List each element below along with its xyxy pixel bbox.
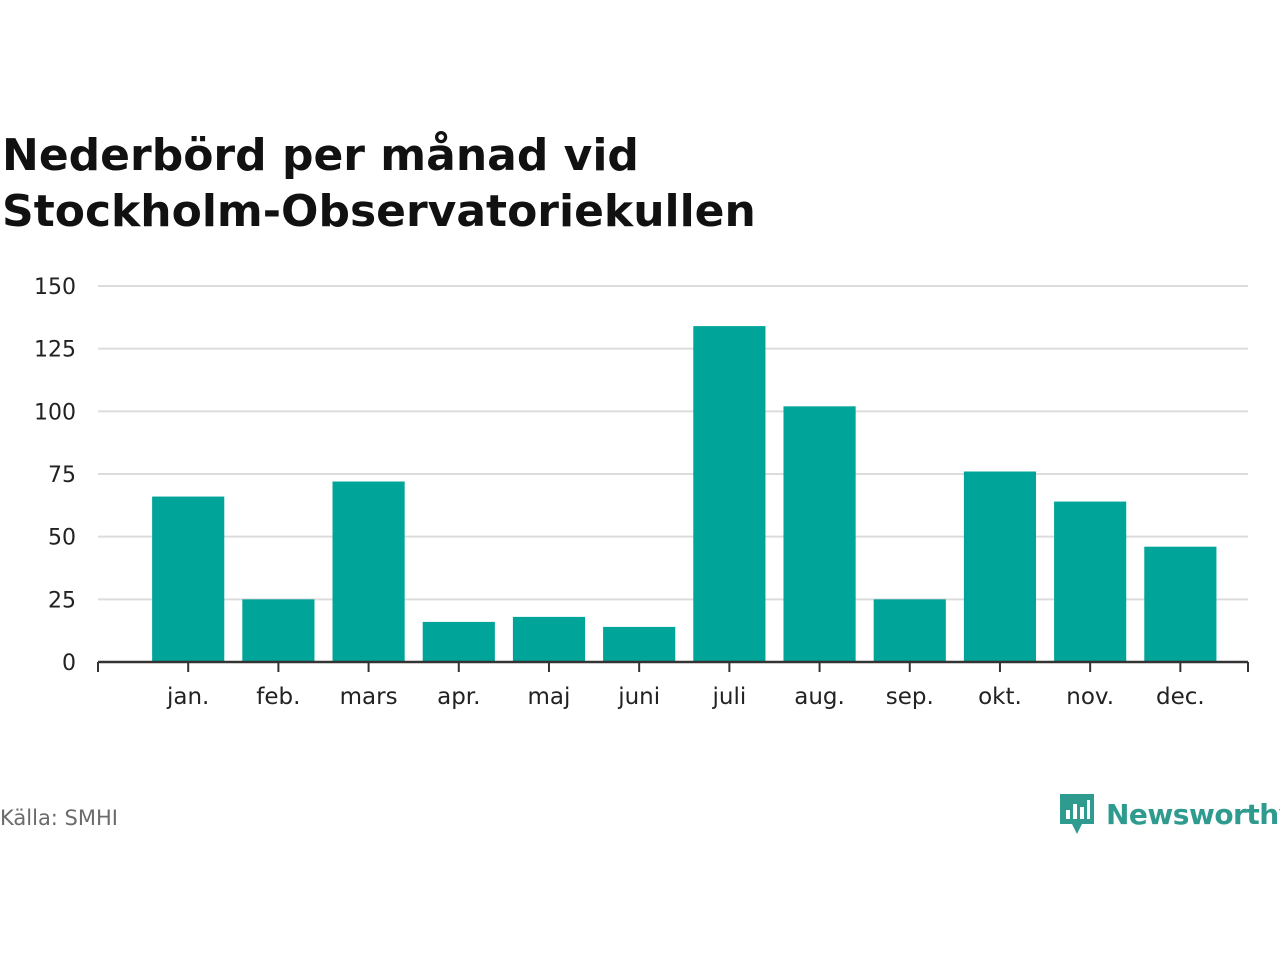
y-tick-label: 100	[34, 400, 76, 425]
chart-title-line-1: Nederbörd per månad vid	[2, 130, 639, 181]
x-tick-label: feb.	[256, 684, 300, 710]
x-tick-label: apr.	[437, 684, 480, 710]
bar-6	[603, 626, 676, 662]
x-tick-label: maj	[528, 684, 571, 710]
bars	[152, 326, 1217, 662]
bar-7	[693, 326, 766, 662]
x-tick-label: jan.	[166, 684, 209, 710]
y-tick-label: 125	[34, 338, 76, 363]
bar-1	[152, 496, 225, 662]
y-tick-label: 50	[48, 526, 76, 551]
x-tick-label: sep.	[886, 684, 934, 710]
bar-12	[1144, 546, 1217, 662]
bar-3	[332, 481, 405, 662]
x-axis	[97, 660, 1249, 672]
x-tick-label: mars	[340, 684, 398, 710]
x-tick-label: juli	[711, 684, 746, 710]
y-axis-ticks: 0 25 50 75 100 125 150	[34, 275, 76, 676]
bar-5	[512, 616, 586, 662]
y-tick-label: 0	[62, 651, 76, 676]
chart-title: Nederbörd per månad vid Stockholm-Observ…	[2, 128, 1002, 240]
x-axis-ticks: jan. feb. mars apr. maj juni juli aug. sep. okt. n…	[166, 662, 1205, 710]
x-tick-label: dec.	[1156, 684, 1205, 710]
y-tick-label: 25	[48, 588, 76, 613]
brand-logo-block[interactable]: Newsworthy	[1058, 792, 1280, 836]
x-tick-label: okt.	[978, 684, 1022, 710]
newsworthy-logo-icon	[1060, 794, 1094, 834]
chart-title-line-2: Stockholm-Observatoriekullen	[2, 186, 756, 237]
source-note: Källa: SMHI	[0, 806, 118, 830]
bar-2	[242, 599, 315, 662]
x-tick-label: aug.	[794, 684, 845, 710]
bar-9	[873, 599, 946, 662]
bar-4	[422, 621, 495, 662]
bar-8	[783, 406, 856, 662]
bar-10	[963, 471, 1037, 662]
x-tick-label: nov.	[1066, 684, 1114, 710]
bar-11	[1054, 501, 1127, 662]
x-tick-label: juni	[617, 684, 660, 710]
brand-name: Newsworthy	[1106, 797, 1280, 831]
y-tick-label: 150	[34, 275, 76, 300]
y-tick-label: 75	[48, 463, 76, 488]
